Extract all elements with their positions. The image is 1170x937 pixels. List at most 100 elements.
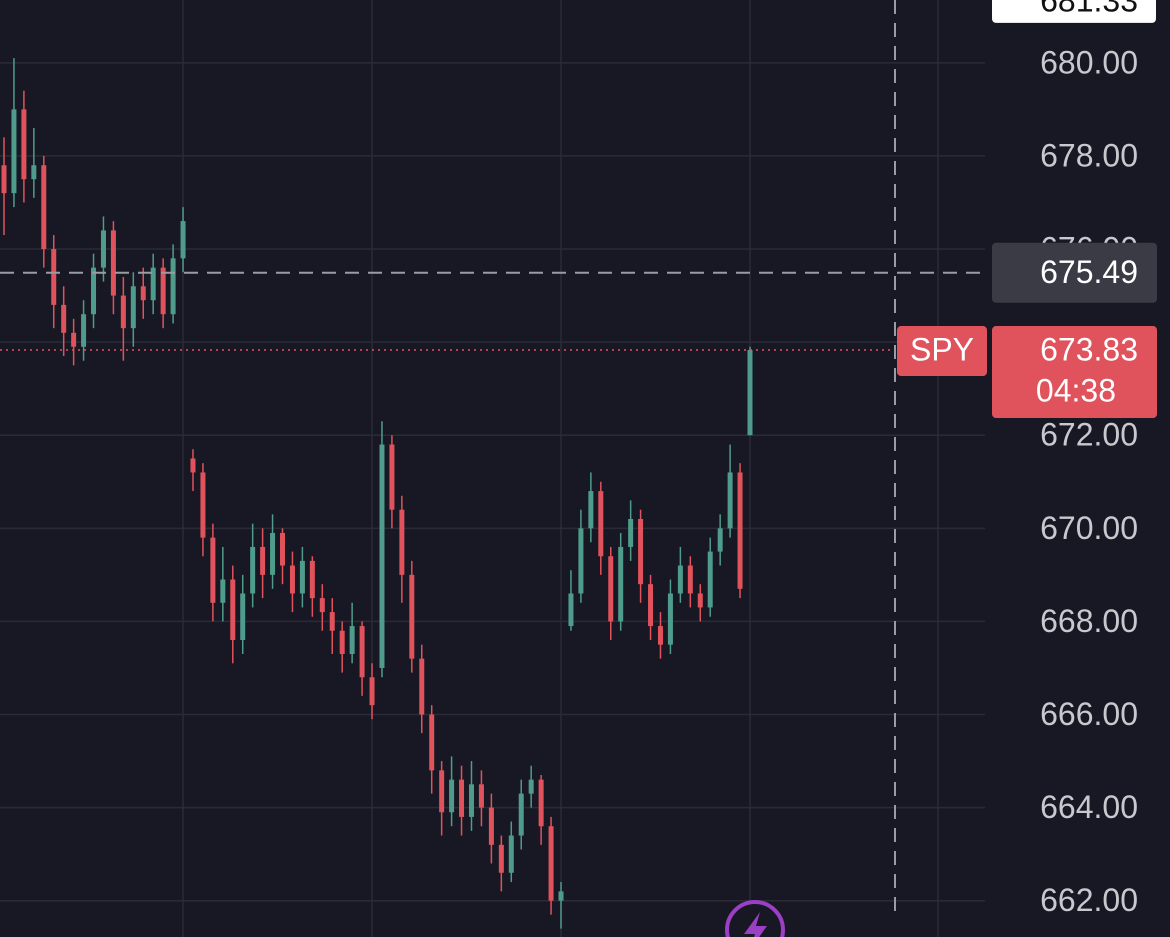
candle-body — [150, 267, 156, 301]
candle-body — [528, 779, 534, 794]
candle-body — [707, 551, 713, 608]
y-tick-label: 672.00 — [1040, 417, 1138, 453]
candle-body — [349, 626, 355, 654]
candle-body — [359, 626, 365, 678]
candle-body — [329, 612, 335, 631]
candle-body — [299, 560, 305, 594]
candle-body — [638, 519, 644, 585]
candle-body — [508, 835, 514, 873]
candle-body — [697, 593, 703, 608]
candle-body — [648, 584, 654, 627]
candle-body — [130, 286, 136, 329]
candle-body — [478, 784, 484, 808]
candle-body — [11, 109, 17, 194]
countdown-label: 04:38 — [1036, 372, 1116, 408]
candle-body — [21, 109, 27, 180]
candle-body — [518, 793, 524, 836]
candle-body — [41, 165, 47, 250]
axis-labels: 662.00664.00666.00668.00670.00672.00674.… — [897, 0, 1157, 918]
candle-body — [568, 593, 574, 627]
candle-body — [608, 556, 614, 622]
crosshair-label: 675.49 — [1040, 254, 1138, 290]
candle-body — [498, 844, 504, 873]
y-tick-label: 680.00 — [1040, 44, 1138, 80]
candle-body — [618, 546, 624, 622]
candle-body — [379, 444, 385, 668]
candles — [1, 58, 753, 929]
candle-body — [81, 314, 87, 347]
last-price-box — [992, 326, 1157, 419]
candle-body — [160, 267, 166, 315]
candle-body — [558, 891, 564, 901]
candle-body — [419, 658, 425, 715]
candle-body — [488, 807, 494, 845]
candle-body — [289, 565, 295, 594]
candle-body — [598, 491, 604, 557]
candle-body — [429, 714, 435, 771]
candle-body — [538, 779, 544, 827]
top-marker-box — [992, 0, 1156, 23]
y-tick-label: 670.00 — [1040, 510, 1138, 546]
candle-body — [319, 598, 325, 613]
candle-body — [389, 444, 395, 510]
candle-body — [369, 677, 375, 706]
candle-body — [667, 593, 673, 645]
candle-body — [280, 532, 286, 566]
candle-body — [270, 532, 276, 575]
candle-body — [309, 560, 315, 599]
crosshair-label-box — [992, 242, 1157, 303]
candle-body — [747, 350, 753, 436]
candle-body — [51, 249, 57, 305]
candle-body — [1, 165, 7, 194]
y-tick-label: 664.00 — [1040, 789, 1138, 825]
candle-body — [687, 565, 693, 594]
candle-body — [71, 332, 77, 347]
candle-body — [140, 286, 146, 301]
candle-body — [260, 546, 266, 575]
y-tick-label: 668.00 — [1040, 603, 1138, 639]
candle-body — [250, 546, 256, 594]
y-tick-label: 678.00 — [1040, 137, 1138, 173]
last-price-label: 673.83 — [1040, 331, 1138, 367]
candle-body — [200, 472, 206, 538]
candle-body — [31, 165, 37, 180]
candle-body — [449, 779, 455, 813]
candle-body — [170, 258, 176, 315]
symbol-label: SPY — [910, 331, 974, 367]
candle-body — [439, 770, 445, 813]
candle-body — [220, 579, 226, 603]
candle-body — [677, 565, 683, 594]
candle-body — [548, 826, 554, 901]
candle-body — [737, 472, 743, 589]
candle-body — [459, 779, 465, 817]
candle-body — [588, 491, 594, 529]
candle-body — [468, 784, 474, 817]
symbol-box — [897, 326, 987, 377]
candle-body — [717, 528, 723, 552]
candle-body — [180, 221, 186, 259]
candle-body — [727, 472, 733, 529]
grid — [0, 62, 985, 902]
lightning-icon[interactable] — [725, 900, 785, 937]
candle-body — [657, 626, 663, 645]
candle-body — [339, 630, 345, 654]
top-marker-label: 681.33 — [1040, 0, 1138, 18]
y-tick-label: 662.00 — [1040, 882, 1138, 918]
candle-body — [628, 519, 634, 547]
candle-body — [190, 458, 196, 473]
y-tick-label: 666.00 — [1040, 696, 1138, 732]
candle-body — [578, 528, 584, 594]
icon-bolt — [744, 912, 767, 937]
candle-body — [210, 537, 216, 603]
candle-body — [110, 230, 116, 296]
candle-body — [61, 304, 67, 333]
candle-body — [399, 509, 405, 575]
candle-body — [120, 295, 126, 329]
candle-body — [240, 593, 246, 641]
candle-body — [230, 579, 236, 641]
candle-body — [100, 230, 106, 268]
price-lines — [0, 0, 985, 920]
